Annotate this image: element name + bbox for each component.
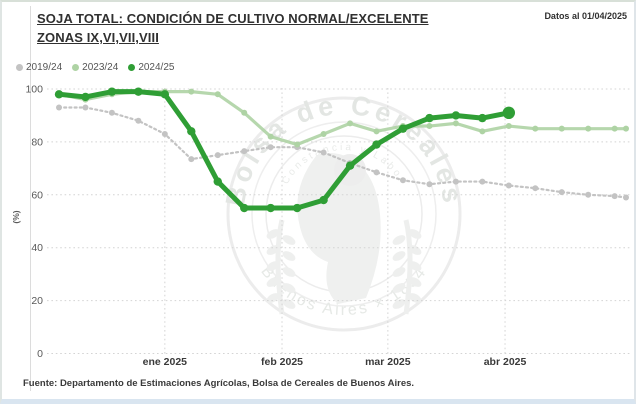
data-point-2023-24 — [558, 125, 565, 132]
data-point-2024-25 — [292, 203, 302, 213]
data-point-2019-24 — [188, 156, 195, 163]
gridlines — [47, 88, 631, 354]
chart-legend: 2019/24 2023/24 2024/25 — [16, 62, 174, 73]
legend-label-2019-24: 2019/24 — [26, 62, 63, 73]
legend-item-2024-25: 2024/25 — [128, 62, 174, 73]
data-point-2024-25 — [81, 92, 90, 102]
data-point-2019-24 — [611, 193, 618, 200]
data-point-2019-24 — [532, 185, 539, 192]
data-point-2023-24 — [585, 125, 592, 132]
data-point-2024-25 — [372, 140, 381, 149]
data-point-2019-24 — [267, 144, 274, 151]
data-point-2024-25 — [266, 203, 275, 213]
data-point-2019-24 — [585, 191, 592, 198]
x-tick-label: mar 2025 — [365, 356, 411, 368]
data-point-2019-24 — [241, 148, 248, 155]
data-point-2024-25 — [425, 113, 434, 123]
data-point-2019-24 — [56, 104, 62, 111]
y-axis-title: (%) — [11, 210, 21, 223]
x-tick-label: feb 2025 — [261, 356, 303, 368]
legend-dot-2023-24-icon — [72, 64, 80, 71]
y-tick-label: 0 — [37, 348, 43, 360]
data-point-2019-24 — [82, 104, 89, 111]
data-point-2023-24 — [214, 91, 221, 98]
data-point-2019-24 — [623, 194, 629, 201]
data-point-2023-24 — [267, 133, 274, 140]
data-point-2023-24 — [611, 125, 618, 132]
data-point-2023-24 — [532, 125, 539, 132]
axis-labels: 0 20 40 60 80 100 ene 2025 feb 2025 mar 2025 abr … — [11, 84, 527, 369]
data-point-2023-24 — [452, 120, 459, 127]
data-point-2019-24 — [108, 109, 115, 116]
legend-dot-2024-25-icon — [128, 64, 136, 71]
data-point-2024-25 — [398, 124, 408, 133]
chart-title: SOJA TOTAL: CONDICIÓN DE CULTIVO NORMAL/… — [37, 9, 429, 47]
data-point-2023-24 — [347, 120, 354, 127]
data-point-2019-24 — [426, 181, 433, 188]
y-tick-label: 100 — [25, 84, 43, 96]
data-point-2019-24 — [214, 152, 221, 159]
data-point-2023-24 — [426, 123, 433, 130]
data-point-2024-25 — [345, 161, 355, 170]
data-point-2019-24 — [452, 178, 459, 185]
data-point-2024-25 — [451, 111, 461, 120]
x-tick-label: abr 2025 — [484, 356, 527, 368]
x-tick-label: ene 2025 — [143, 356, 188, 368]
legend-label-2024-25: 2024/25 — [138, 62, 175, 73]
y-tick-label: 20 — [31, 295, 43, 307]
data-point-2024-25 — [502, 106, 516, 120]
source-note: Fuente: Departamento de Estimaciones Agr… — [23, 378, 415, 389]
legend-item-2019-24: 2019/24 — [16, 62, 62, 73]
data-as-of-label: Datos al 01/04/2025 — [544, 11, 627, 21]
data-point-2019-24 — [161, 130, 168, 137]
data-point-2023-24 — [188, 88, 195, 95]
chart-title-line2: ZONAS IX,VI,VII,VIII — [37, 30, 159, 45]
data-point-2024-25 — [319, 195, 328, 205]
data-point-2019-24 — [505, 182, 512, 189]
data-point-2024-25 — [160, 90, 170, 99]
data-point-2024-25 — [187, 127, 196, 136]
data-point-2023-24 — [479, 128, 486, 135]
data-point-2023-24 — [623, 125, 629, 132]
data-point-2019-24 — [135, 117, 142, 124]
data-point-2023-24 — [241, 109, 248, 116]
series-2024-25 — [54, 87, 516, 213]
data-point-2019-24 — [320, 149, 327, 156]
data-point-2024-25 — [107, 87, 117, 96]
legend-item-2023-24: 2023/24 — [72, 62, 118, 73]
chart-title-line1: SOJA TOTAL: CONDICIÓN DE CULTIVO NORMAL/… — [37, 11, 429, 26]
data-point-2019-24 — [479, 178, 486, 185]
data-point-2019-24 — [399, 177, 406, 184]
y-tick-label: 60 — [31, 189, 43, 201]
data-point-2023-24 — [373, 128, 380, 135]
data-point-2024-25 — [134, 87, 143, 96]
data-point-2024-25 — [54, 90, 64, 99]
legend-dot-2019-24-icon — [16, 64, 23, 71]
data-point-2019-24 — [558, 189, 565, 196]
data-point-2019-24 — [373, 169, 380, 176]
data-point-2023-24 — [294, 141, 301, 148]
legend-label-2023-24: 2023/24 — [82, 62, 119, 73]
data-point-2024-25 — [478, 113, 487, 123]
data-point-2023-24 — [505, 123, 512, 130]
y-tick-label: 40 — [31, 242, 43, 254]
chart-object-border — [30, 6, 31, 391]
data-point-2024-25 — [240, 203, 249, 213]
data-point-2024-25 — [213, 177, 222, 186]
data-point-2023-24 — [320, 130, 327, 137]
y-tick-label: 80 — [31, 136, 43, 148]
